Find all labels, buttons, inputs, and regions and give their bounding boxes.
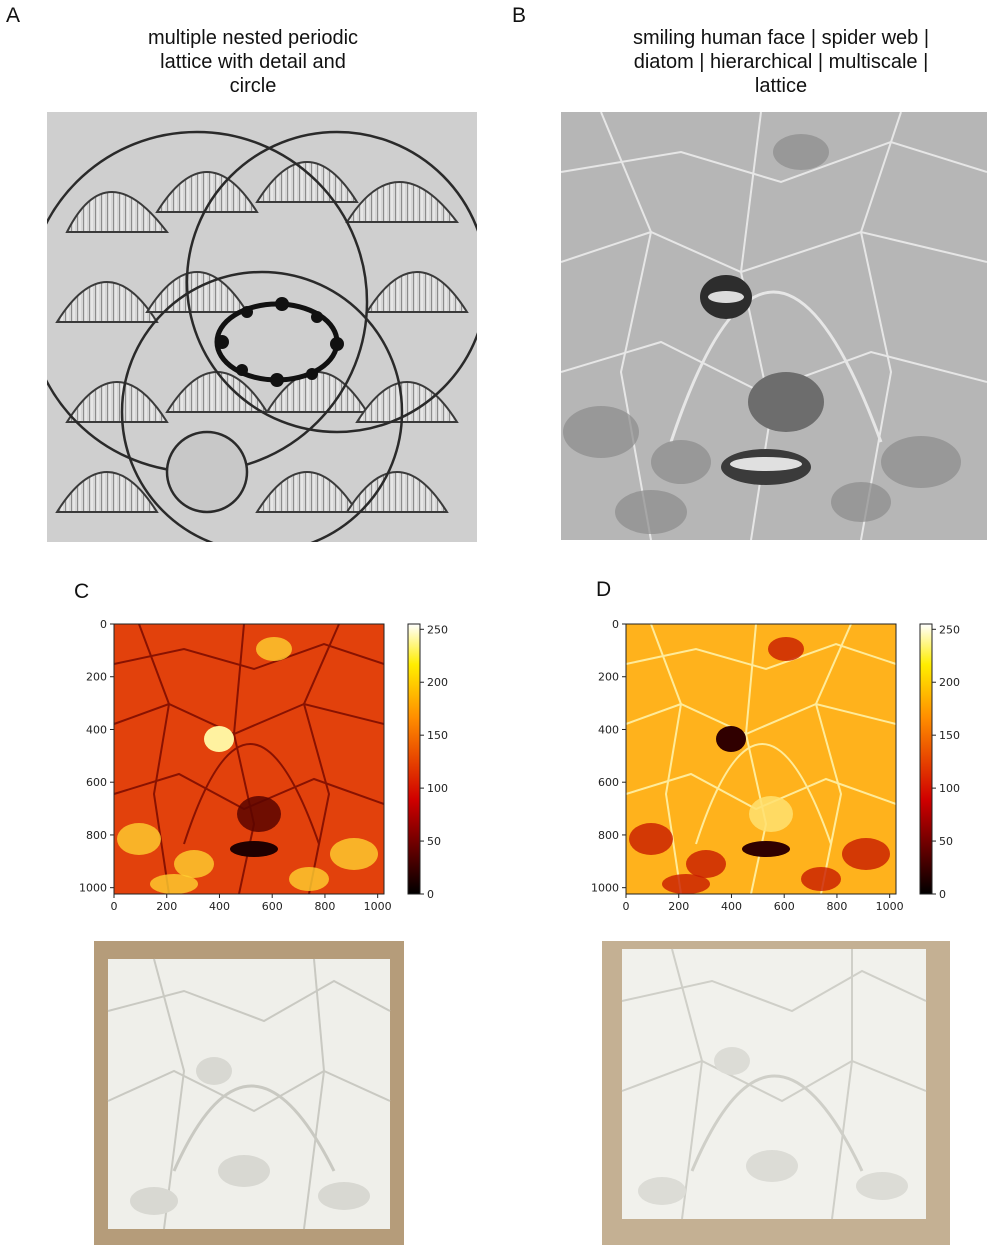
y-tick-label: 400 [86,723,107,736]
x-tick-label: 200 [156,900,177,913]
x-tick-label: 200 [668,900,689,913]
y-tick-label: 0 [612,618,619,631]
panel-letter-b: B [512,4,527,27]
caption-a: multiple nested periodic lattice with de… [103,26,403,98]
colorbar-tick-label: 250 [427,623,448,636]
x-tick-label: 400 [209,900,230,913]
x-tick-label: 400 [721,900,742,913]
caption-b: smiling human face | spider web | diatom… [600,26,962,98]
colorbar [407,623,421,895]
x-tick-label: 600 [262,900,283,913]
y-tick-label: 1000 [591,882,619,895]
caption-a-line-1: multiple nested periodic [147,27,359,49]
caption-a-line-3: circle [229,75,277,97]
panel-letter-a: A [6,4,21,27]
heatmap-c: 0 200 400 600 800 1000 0 200 400 600 800 1000 250 200… [70,612,470,922]
caption-b-line-3: lattice [754,75,808,97]
x-tick-label: 0 [111,900,118,913]
x-tick-label: 600 [774,900,795,913]
colorbar-tick-label: 0 [939,888,946,901]
y-tick-label: 800 [598,829,619,842]
y-tick-label: 400 [598,723,619,736]
heatmap-d: 0 200 400 600 800 1000 0 200 400 600 800 1000 250 200… [582,612,986,922]
panel-letter-c: C [74,580,90,603]
colorbar-tick-label: 150 [427,729,448,742]
y-tick-label: 1000 [79,882,107,895]
colorbar-tick-label: 100 [427,782,448,795]
y-tick-label: 600 [86,776,107,789]
printed-tile-photo-left [94,941,404,1245]
x-tick-label: 1000 [364,900,392,913]
colorbar-tick-label: 0 [427,888,434,901]
colorbar-tick-label: 50 [939,835,953,848]
colorbar-tick-label: 200 [939,676,960,689]
colorbar-tick-label: 50 [427,835,441,848]
lattice-image-b [561,112,987,540]
colorbar-tick-label: 100 [939,782,960,795]
panel-letter-d: D [596,578,612,601]
y-tick-label: 0 [100,618,107,631]
caption-b-line-2: diatom | hierarchical | multiscale | [633,51,929,73]
x-tick-label: 0 [623,900,630,913]
y-tick-label: 200 [86,671,107,684]
printed-tile-photo-right [602,941,950,1245]
colorbar-tick-label: 250 [939,623,960,636]
colorbar-tick-label: 150 [939,729,960,742]
caption-b-line-1: smiling human face | spider web | [632,27,930,49]
x-tick-label: 800 [314,900,335,913]
x-tick-label: 800 [826,900,847,913]
lattice-image-a [47,112,477,542]
y-tick-label: 800 [86,829,107,842]
y-tick-label: 200 [598,671,619,684]
colorbar-tick-label: 200 [427,676,448,689]
colorbar [919,623,933,895]
y-tick-label: 600 [598,776,619,789]
caption-a-line-2: lattice with detail and [160,51,346,73]
x-tick-label: 1000 [876,900,904,913]
